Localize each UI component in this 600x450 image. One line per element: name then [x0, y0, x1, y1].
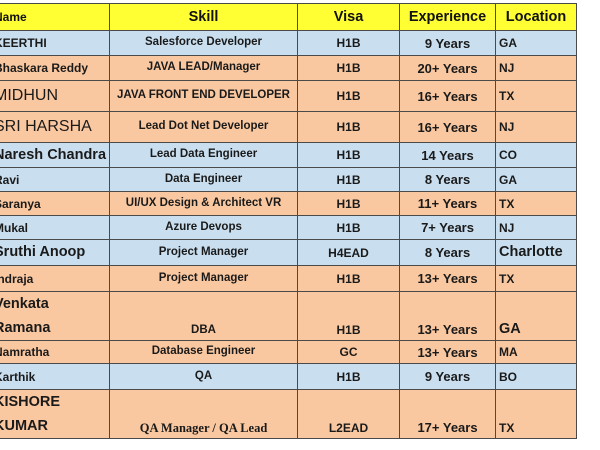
cell-visa: H1B: [297, 265, 401, 292]
cell-visa: H1B: [297, 167, 401, 192]
cell-skill: QA: [109, 363, 299, 390]
table-row: Saranya UI/UX Design & Architect VR H1B …: [0, 191, 578, 216]
cell-skill: Project Manager: [109, 239, 299, 266]
cell-experience: 7+ Years: [399, 215, 497, 240]
table-row: MIDHUN JAVA FRONT END DEVELOPER H1B 16+ …: [0, 80, 578, 112]
table-row: Ravi Data Engineer H1B 8 Years GA: [0, 167, 578, 192]
cell-location: GA: [495, 167, 578, 192]
cell-skill: UI/UX Design & Architect VR: [109, 191, 299, 216]
cell-experience: 8 Years: [399, 239, 497, 266]
cell-skill: Lead Dot Net Developer: [109, 111, 299, 143]
cell-visa: H1B: [297, 111, 401, 143]
cell-skill: Project Manager: [109, 265, 299, 292]
cell-name: Mukal: [0, 215, 111, 240]
cell-skill: QA Manager / QA Lead: [109, 389, 299, 439]
cell-visa: H1B: [297, 363, 401, 390]
cell-visa: H1B: [297, 80, 401, 112]
cell-name: Ravi: [0, 167, 111, 192]
table-row: Sruthi Anoop Project Manager H4EAD 8 Yea…: [0, 239, 578, 266]
cell-visa: H1B: [297, 55, 401, 81]
table-row: Naresh Chandra Lead Data Engineer H1B 14…: [0, 142, 578, 168]
cell-visa: H1B: [297, 30, 401, 56]
candidates-table: Name Skill Visa Experience Location KEER…: [0, 3, 578, 439]
cell-location: NJ: [495, 215, 578, 240]
table-row: Mukal Azure Devops H1B 7+ Years NJ: [0, 215, 578, 240]
header-experience: Experience: [399, 3, 497, 31]
table-row: KEERTHI Salesforce Developer H1B 9 Years…: [0, 30, 578, 56]
table-row: SRI HARSHA Lead Dot Net Developer H1B 16…: [0, 111, 578, 143]
table-row: Karthik QA H1B 9 Years BO: [0, 363, 578, 390]
cell-visa: L2EAD: [297, 389, 401, 439]
cell-location: NJ: [495, 111, 578, 143]
cell-name: SRI HARSHA: [0, 111, 111, 143]
cell-location: NJ: [495, 55, 578, 81]
cell-experience: 9 Years: [399, 363, 497, 390]
header-row: Name Skill Visa Experience Location: [0, 3, 578, 31]
cell-skill: JAVA FRONT END DEVELOPER: [109, 80, 299, 112]
cell-skill: Salesforce Developer: [109, 30, 299, 56]
cell-experience: 17+ Years: [399, 389, 497, 439]
cell-location: GA: [495, 291, 578, 341]
cell-visa: H1B: [297, 191, 401, 216]
cell-visa: GC: [297, 340, 401, 364]
cell-skill: JAVA LEAD/Manager: [109, 55, 299, 81]
header-skill: Skill: [109, 3, 299, 31]
header-name: Name: [0, 3, 111, 31]
cell-location: TX: [495, 80, 578, 112]
cell-experience: 8 Years: [399, 167, 497, 192]
table-row: Bhaskara Reddy JAVA LEAD/Manager H1B 20+…: [0, 55, 578, 81]
cell-experience: 9 Years: [399, 30, 497, 56]
header-location: Location: [495, 3, 578, 31]
cell-experience: 16+ Years: [399, 111, 497, 143]
cell-experience: 11+ Years: [399, 191, 497, 216]
cell-name: Karthik: [0, 363, 111, 390]
cell-visa: H1B: [297, 142, 401, 168]
cell-skill: Data Engineer: [109, 167, 299, 192]
cell-name: Naresh Chandra: [0, 142, 111, 168]
cell-name: MIDHUN: [0, 80, 111, 112]
table-row: KISHORE KUMAR QA Manager / QA Lead L2EAD…: [0, 389, 578, 439]
cell-name: KEERTHI: [0, 30, 111, 56]
cell-skill: Lead Data Engineer: [109, 142, 299, 168]
cell-location: BO: [495, 363, 578, 390]
cell-location: TX: [495, 265, 578, 292]
table-row: Namratha Database Engineer GC 13+ Years …: [0, 340, 578, 364]
cell-name: Sruthi Anoop: [0, 239, 111, 266]
cell-name: Indraja: [0, 265, 111, 292]
cell-visa: H1B: [297, 291, 401, 341]
cell-name: Bhaskara Reddy: [0, 55, 111, 81]
cell-experience: 16+ Years: [399, 80, 497, 112]
cell-name: Venkata Ramana: [0, 291, 111, 341]
table-row: Venkata Ramana DBA H1B 13+ Years GA: [0, 291, 578, 341]
cell-visa: H4EAD: [297, 239, 401, 266]
cell-name: Namratha: [0, 340, 111, 364]
cell-skill: Azure Devops: [109, 215, 299, 240]
cell-location: Charlotte: [495, 239, 578, 266]
table-row: Indraja Project Manager H1B 13+ Years TX: [0, 265, 578, 292]
cell-experience: 20+ Years: [399, 55, 497, 81]
cell-experience: 13+ Years: [399, 265, 497, 292]
cell-skill: Database Engineer: [109, 340, 299, 364]
cell-location: MA: [495, 340, 578, 364]
cell-name: Saranya: [0, 191, 111, 216]
cell-experience: 13+ Years: [399, 340, 497, 364]
cell-name: KISHORE KUMAR: [0, 389, 111, 439]
cell-location: CO: [495, 142, 578, 168]
header-visa: Visa: [297, 3, 401, 31]
cell-experience: 14 Years: [399, 142, 497, 168]
cell-skill: DBA: [109, 291, 299, 341]
cell-location: GA: [495, 30, 578, 56]
cell-experience: 13+ Years: [399, 291, 497, 341]
cell-location: TX: [495, 389, 578, 439]
cell-location: TX: [495, 191, 578, 216]
cell-visa: H1B: [297, 215, 401, 240]
